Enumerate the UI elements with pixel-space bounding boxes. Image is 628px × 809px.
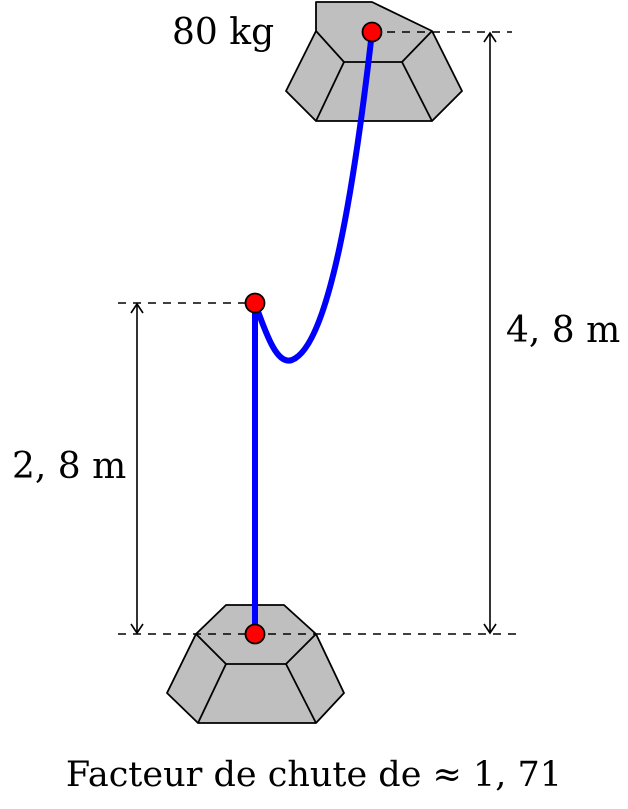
top-point — [361, 21, 383, 43]
rope — [252, 29, 375, 637]
total-height-dimension — [483, 31, 497, 635]
fall-factor-caption: Facteur de chute de ≈ 1, 71 — [66, 755, 562, 795]
top-block — [285, 1, 463, 122]
partial-height-label: 2, 8 m — [12, 446, 126, 487]
partial-height-dimension — [130, 302, 144, 635]
total-height-label: 4, 8 m — [506, 310, 620, 351]
bottom-point — [244, 623, 266, 645]
mass-label: 80 kg — [172, 12, 274, 53]
middle-point — [244, 292, 266, 314]
